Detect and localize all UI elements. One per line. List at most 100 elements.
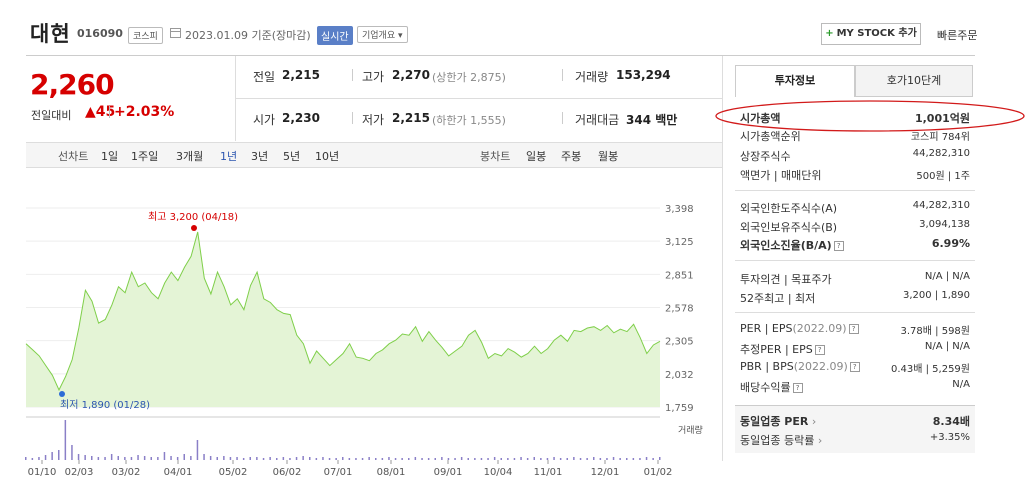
x-tick-label: 09/01 — [434, 467, 463, 478]
volume-bar — [408, 458, 410, 460]
period-tab-10y[interactable]: 10년 — [315, 150, 340, 163]
volume-bar — [183, 454, 185, 460]
chart-tab-bar: 선차트 1일 1주일 3개월 1년 3년 5년 10년 봉차트 일봉 주봉 월봉 — [26, 142, 722, 168]
low-marker — [59, 391, 65, 397]
help-icon[interactable]: ? — [814, 345, 825, 355]
volume-bar — [309, 457, 311, 460]
quick-order-link[interactable]: 빠른주문 — [937, 29, 978, 42]
period-tab-1d[interactable]: 1일 — [101, 150, 119, 163]
y-tick-label: 1,759 — [665, 403, 694, 414]
annotation-ellipse — [715, 100, 1025, 132]
divider — [735, 190, 975, 191]
volume-bar — [38, 457, 40, 460]
info-value: N/A | N/A — [924, 271, 970, 282]
info-value: 500원 | 1주 — [916, 171, 970, 182]
x-tick-label: 04/01 — [164, 467, 193, 478]
candle-chart-label: 봉차트 — [480, 150, 511, 163]
realtime-button[interactable]: 실시간 — [317, 26, 353, 45]
divider — [735, 312, 975, 313]
info-label: 시가총액 — [740, 112, 781, 125]
change-label: 전일대비 — [31, 109, 72, 122]
volume-bar — [645, 457, 648, 460]
volume-bar — [51, 452, 53, 460]
y-tick-label: 2,305 — [665, 337, 694, 348]
volume-bar — [361, 458, 364, 460]
lower-limit: (하한가 1,555) — [432, 114, 506, 127]
calendar-icon — [170, 28, 181, 38]
candle-tab-weekly[interactable]: 주봉 — [561, 150, 582, 163]
peer-per-label[interactable]: 동일업종 PER — [740, 415, 809, 428]
volume-bar — [381, 458, 384, 460]
volume-bar — [401, 458, 403, 460]
volume-bar — [25, 457, 27, 460]
volume-bar — [249, 457, 251, 460]
period-tab-5y[interactable]: 5년 — [283, 150, 301, 163]
volume-bar — [282, 457, 285, 460]
price-chart[interactable]: 3,398 3,125 2,851 2,578 2,305 2,032 1,759 01/1… — [0, 170, 722, 485]
y-axis: 3,398 3,125 2,851 2,578 2,305 2,032 1,759 — [665, 204, 694, 414]
prev-close-value: 2,215 — [282, 68, 320, 82]
volume-bar — [566, 458, 568, 460]
help-icon[interactable]: ? — [792, 383, 803, 393]
volume-bar — [64, 420, 67, 460]
help-icon[interactable]: ? — [849, 362, 860, 372]
candle-tab-daily[interactable]: 일봉 — [526, 150, 547, 163]
volume-bar — [612, 457, 615, 460]
volume-bar — [71, 445, 73, 460]
info-label: 52주최고 | 최저 — [740, 292, 816, 305]
volume-bar — [77, 454, 80, 460]
company-overview-dropdown[interactable]: 기업개요 ▾ — [357, 26, 408, 43]
add-mystock-button[interactable]: + MY STOCK 추가 — [821, 23, 921, 45]
y-tick-label: 3,398 — [665, 204, 694, 215]
volume-bar — [454, 458, 456, 460]
peer-per-row[interactable]: 동일업종 PER › 8.34배 — [740, 413, 970, 429]
info-row: 액면가 | 매매단위 500원 | 1주 — [740, 167, 970, 183]
volume-bar — [394, 458, 397, 460]
info-label: 추정PER | EPS — [740, 343, 813, 356]
peer-rate-label[interactable]: 동일업종 등락률 — [740, 434, 815, 447]
base-date: 2023.01.09 기준(장마감) — [185, 29, 311, 42]
volume-bar — [573, 457, 575, 460]
tab-orderbook[interactable]: 호가10단계 — [855, 65, 973, 97]
low-label: 저가 — [362, 113, 385, 127]
price-change: ▲45 — [85, 104, 115, 120]
volume-bar — [348, 458, 351, 460]
period-tab-1w[interactable]: 1주일 — [131, 150, 159, 163]
volume-bar — [441, 457, 443, 460]
volume-bar — [31, 458, 34, 460]
volume-bar — [256, 457, 258, 460]
info-value: 6.99% — [931, 237, 970, 250]
amount-value: 344 백만 — [626, 113, 678, 127]
change-value: 45 — [95, 104, 116, 120]
period-tab-3m[interactable]: 3개월 — [176, 150, 204, 163]
volume-bar — [342, 457, 344, 460]
info-label: 외국인소진율(B/A) — [740, 239, 832, 252]
period-tab-3y[interactable]: 3년 — [251, 150, 269, 163]
volume-bar — [414, 457, 417, 460]
current-price: 2,260 — [30, 68, 115, 101]
volume-bar — [110, 454, 113, 460]
info-row: PBR | BPS(2022.09)? 0.43배 | 5,259원 — [740, 360, 970, 376]
volume-bar — [460, 457, 463, 460]
volume-bar — [130, 457, 133, 460]
candle-tab-monthly[interactable]: 월봉 — [598, 150, 619, 163]
volume-bar — [526, 458, 529, 460]
divider — [722, 56, 723, 461]
help-icon[interactable]: ? — [848, 324, 859, 334]
volume-bar — [553, 457, 555, 460]
info-row: 시가총액 1,001억원 — [740, 110, 970, 126]
volume-bar — [58, 450, 60, 460]
info-value: 0.43배 | 5,259원 — [890, 364, 970, 375]
x-tick-label: 06/02 — [273, 467, 302, 478]
help-icon[interactable]: ? — [833, 241, 844, 251]
volume-bar — [507, 458, 509, 460]
period-tab-1y[interactable]: 1년 — [220, 150, 238, 163]
overview-label: 기업개요 — [362, 31, 396, 41]
info-label: PER | EPS — [740, 322, 793, 335]
info-label: 시가총액순위 — [740, 130, 801, 143]
market-badge: 코스피 — [128, 27, 163, 44]
tab-invest-info[interactable]: 투자정보 — [735, 65, 855, 97]
info-label: 투자의견 | 목표주가 — [740, 273, 832, 286]
volume-bar — [474, 458, 476, 460]
peer-rate-row[interactable]: 동일업종 등락률 › +3.35% — [740, 432, 970, 448]
